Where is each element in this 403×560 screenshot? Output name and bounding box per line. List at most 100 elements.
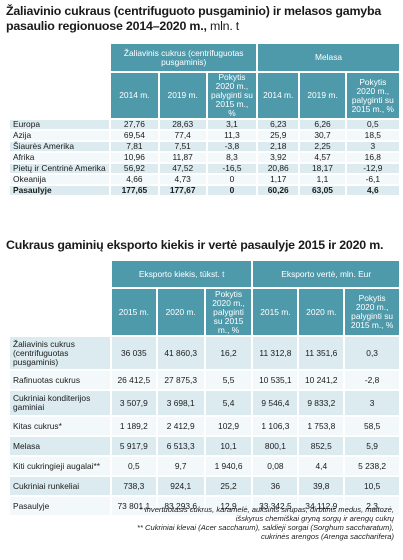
cell: 9,7 [157, 457, 204, 475]
table-row: Melasa 5 917,9 6 513,3 10,1 800,1 852,5 … [10, 437, 399, 455]
cell: 5 917,9 [111, 437, 156, 455]
table1-col-header: 2019 m. [300, 73, 345, 118]
cell: 177,65 [111, 186, 158, 195]
table-row: Afrika 10,96 11,87 8,3 3,92 4,57 16,8 [10, 153, 399, 162]
cell: 738,3 [111, 477, 156, 495]
row-label: Europa [10, 120, 110, 129]
table1-title: Žaliavinio cukraus (centrifuguoto pusgam… [6, 4, 399, 34]
cell: 10,1 [205, 437, 252, 455]
cell: 16,8 [346, 153, 399, 162]
row-label: Azija [10, 131, 110, 140]
table-row-total: Pasaulyje 177,65 177,67 0 60,26 63,05 4,… [10, 186, 399, 195]
row-label: Okeanija [10, 175, 110, 184]
table1-corner [10, 44, 110, 118]
row-label: Rafinuotas cukrus [10, 371, 110, 389]
cell: 28,63 [159, 120, 206, 129]
table2-col-header: 2015 m. [253, 289, 298, 335]
cell: -3,8 [207, 142, 257, 151]
cell: 3 [345, 391, 399, 415]
cell: 69,54 [111, 131, 158, 140]
cell: 102,9 [205, 417, 252, 435]
cell: 56,92 [111, 164, 158, 173]
table1-col-header: Pokytis 2020 m., palyginti su 2015 m., % [346, 73, 399, 118]
table-row: Žaliavinis cukrus (centrifuguotas pusgam… [10, 337, 399, 369]
cell: 9 546,4 [253, 391, 298, 415]
cell: 41 860,3 [157, 337, 204, 369]
cell: 177,67 [159, 186, 206, 195]
cell: 10 535,1 [253, 371, 298, 389]
cell: 5,5 [205, 371, 252, 389]
cell: 47,52 [159, 164, 206, 173]
cell: 63,05 [300, 186, 345, 195]
table1: Žaliavinis cukrus (centrifuguotas pusgam… [8, 42, 401, 197]
row-label: Kiti cukringieji augalai** [10, 457, 110, 475]
cell: 3 698,1 [157, 391, 204, 415]
cell: 11 351,6 [299, 337, 344, 369]
cell: 7,51 [159, 142, 206, 151]
cell: 3,1 [207, 120, 257, 129]
cell: 11 312,8 [253, 337, 298, 369]
row-label: Afrika [10, 153, 110, 162]
cell: 2,3 [345, 497, 399, 515]
cell: 18,17 [300, 164, 345, 173]
cell: 12,9 [205, 497, 252, 515]
cell: 77,4 [159, 131, 206, 140]
footnote-line: * Invertuotasis cukrus, karamelė, auksin… [139, 505, 395, 514]
footnote-line: išskyrus chemiškai gryną sorgų ir arengų… [235, 514, 394, 523]
cell: 10,5 [345, 477, 399, 495]
cell: 4,4 [299, 457, 344, 475]
cell: -12,9 [346, 164, 399, 173]
table-row: Cukriniai konditerijos gaminiai 3 507,9 … [10, 391, 399, 415]
table1-title-text: Žaliavinio cukraus (centrifuguoto pusgam… [6, 4, 382, 33]
cell: 83 293,6 [157, 497, 204, 515]
cell: 3 [346, 142, 399, 151]
cell: 10 241,2 [299, 371, 344, 389]
cell: 10,96 [111, 153, 158, 162]
cell: 16,2 [205, 337, 252, 369]
cell: 6,26 [300, 120, 345, 129]
cell: 1 189,2 [111, 417, 156, 435]
table2-corner [10, 261, 110, 335]
cell: 0 [207, 175, 257, 184]
cell: 1 106,3 [253, 417, 298, 435]
cell: 33 342,5 [253, 497, 298, 515]
cell: 4,6 [346, 186, 399, 195]
table2-group2-header: Eksporto vertė, mln. Eur [253, 261, 399, 287]
table2-col-header: 2020 m. [299, 289, 344, 335]
cell: 6 513,3 [157, 437, 204, 455]
row-label: Cukriniai konditerijos gaminiai [10, 391, 110, 415]
footnote-line: cukrinės arengos (Arenga saccharifera) [261, 532, 394, 541]
cell: 0,5 [346, 120, 399, 129]
cell: 30,7 [300, 131, 345, 140]
table-row: Pasaulyje 73 801,1 83 293,6 12,9 33 342,… [10, 497, 399, 515]
cell: -16,5 [207, 164, 257, 173]
cell: 7,81 [111, 142, 158, 151]
cell: 27,76 [111, 120, 158, 129]
table2-title: Cukraus gaminių eksporto kiekis ir vertė… [6, 238, 384, 252]
table-row: Kitas cukrus* 1 189,2 2 412,9 102,9 1 10… [10, 417, 399, 435]
row-label: Pasaulyje [10, 497, 110, 515]
table2: Eksporto kiekis, tūkst. t Eksporto vertė… [8, 259, 401, 517]
cell: 5 238,2 [345, 457, 399, 475]
cell: 36 035 [111, 337, 156, 369]
table1-col-header: 2014 m. [111, 73, 158, 118]
cell: 3,92 [258, 153, 299, 162]
cell: 60,26 [258, 186, 299, 195]
cell: 6,23 [258, 120, 299, 129]
cell: 0,08 [253, 457, 298, 475]
table-row: Europa 27,76 28,63 3,1 6,23 6,26 0,5 [10, 120, 399, 129]
table-row: Kiti cukringieji augalai** 0,5 9,7 1 940… [10, 457, 399, 475]
cell: 20,86 [258, 164, 299, 173]
table1-col-header: 2014 m. [258, 73, 299, 118]
table1-group2-header: Melasa [258, 44, 399, 71]
table2-group1-header: Eksporto kiekis, tūkst. t [111, 261, 252, 287]
cell: 11,87 [159, 153, 206, 162]
cell: 39,8 [299, 477, 344, 495]
cell: 2 412,9 [157, 417, 204, 435]
cell: 34 112,9 [299, 497, 344, 515]
table1-col-header: 2019 m. [159, 73, 206, 118]
cell: 0 [207, 186, 257, 195]
cell: 800,1 [253, 437, 298, 455]
cell: -6,1 [346, 175, 399, 184]
cell: 25,2 [205, 477, 252, 495]
